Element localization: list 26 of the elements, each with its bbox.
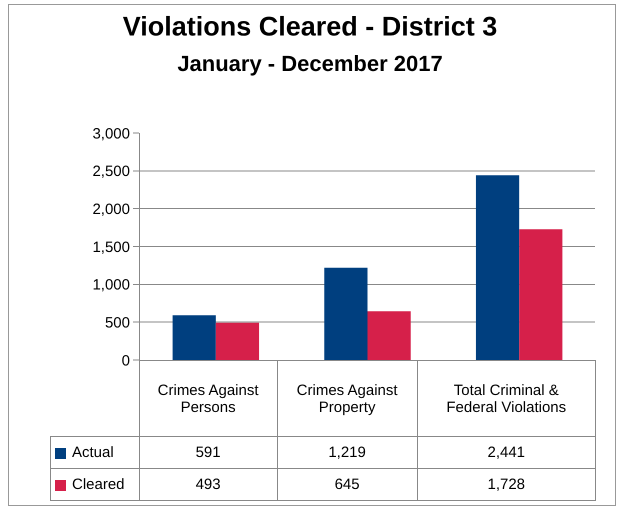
data-label: 591	[139, 436, 278, 468]
x-tick-label: Crimes Against Property	[277, 360, 418, 436]
bar	[324, 268, 368, 360]
x-tick-label: Total Criminal & Federal Violations	[417, 360, 596, 436]
bar	[368, 311, 411, 360]
x-tick-label: Crimes Against Persons	[139, 360, 278, 436]
y-tick-label: 1,500	[92, 238, 130, 256]
y-tick-label: 0	[122, 352, 130, 370]
data-label: 1,728	[417, 468, 596, 500]
y-tick-label: 2,500	[92, 163, 130, 180]
data-label: 493	[139, 468, 278, 500]
bar	[519, 229, 562, 360]
bar	[476, 175, 520, 360]
y-tick-label: 1,000	[92, 276, 130, 294]
y-tick-label: 2,000	[92, 200, 130, 218]
y-tick-label: 500	[104, 314, 130, 332]
chart-title: Violations Cleared - District 3	[122, 12, 498, 42]
legend-label: Cleared	[50, 468, 139, 500]
legend-label: Actual	[50, 436, 139, 468]
chart-subtitle: January - December 2017	[177, 50, 443, 76]
bar	[172, 315, 216, 360]
data-label: 1,219	[277, 436, 418, 468]
data-label: 645	[277, 468, 418, 500]
y-tick-label: 3,000	[92, 125, 130, 142]
data-label: 2,441	[417, 436, 596, 468]
bar	[216, 322, 260, 360]
